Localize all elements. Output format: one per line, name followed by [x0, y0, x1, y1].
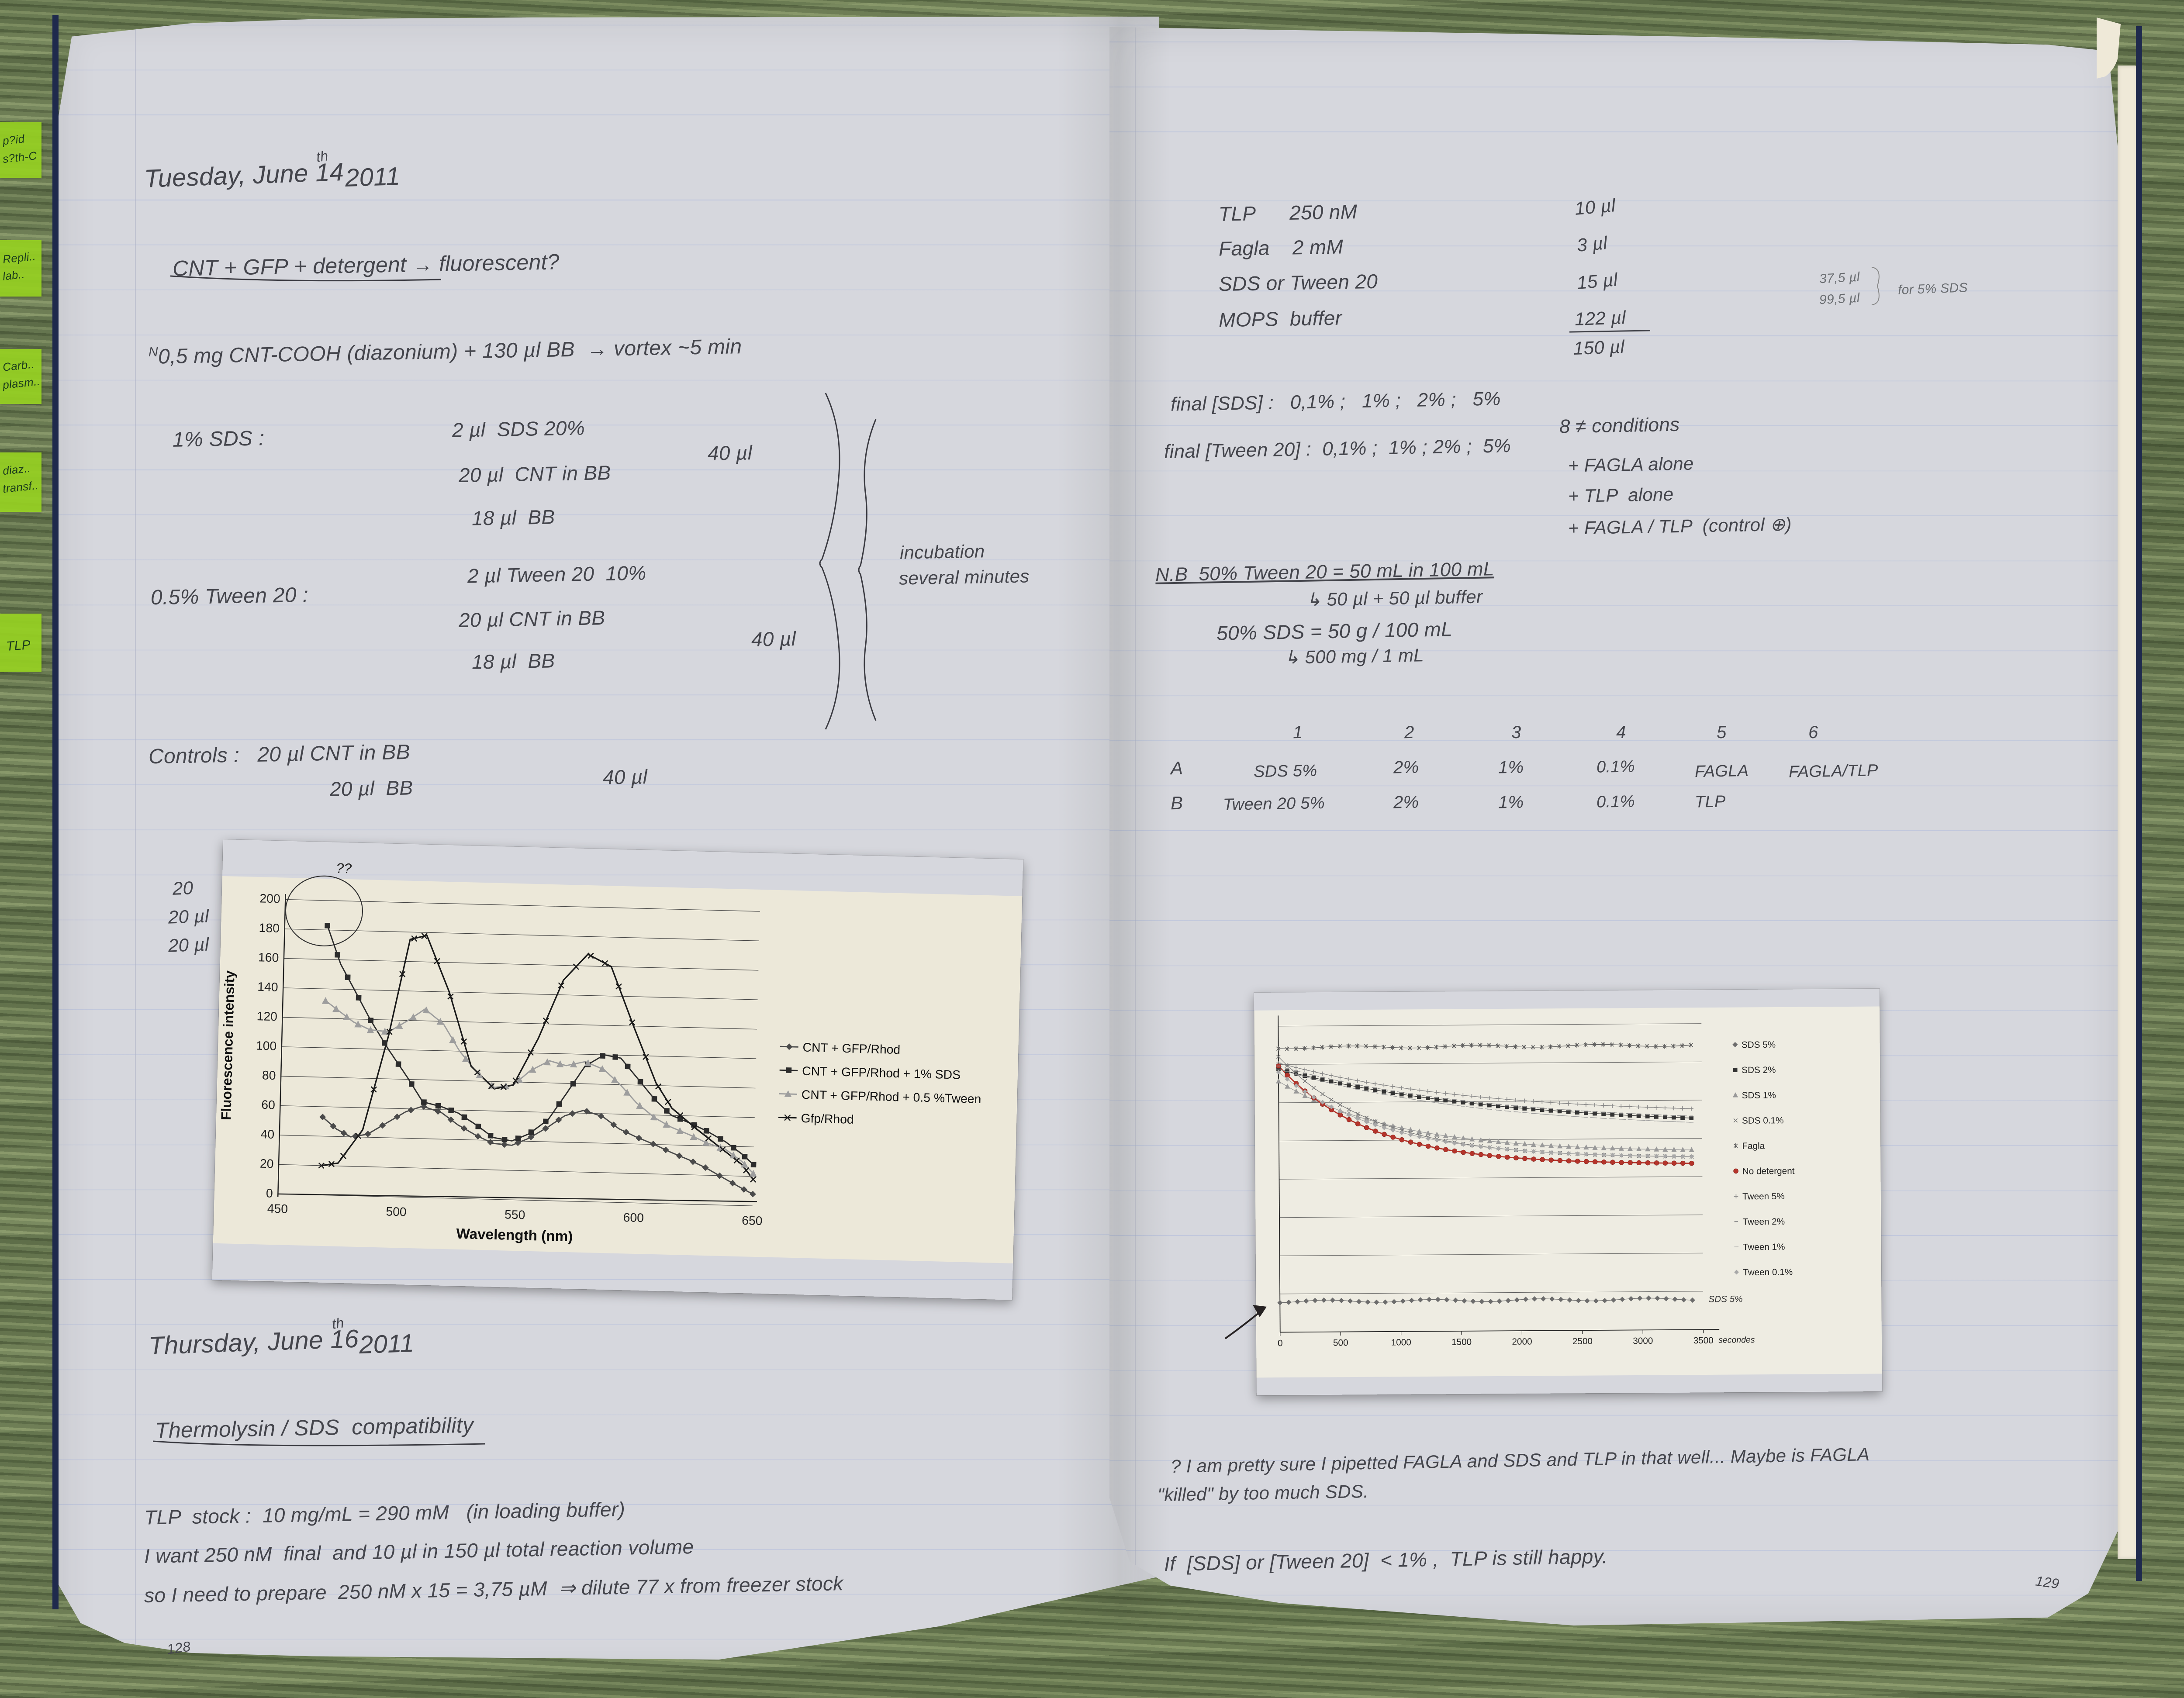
svg-text:200: 200 — [259, 891, 280, 905]
svg-text:3000: 3000 — [1633, 1336, 1653, 1346]
svg-text:140: 140 — [257, 980, 278, 994]
svg-text:160: 160 — [258, 950, 279, 964]
svg-text:600: 600 — [623, 1210, 644, 1225]
svg-text:Tween 1%: Tween 1% — [1743, 1242, 1785, 1253]
svg-text:1500: 1500 — [1451, 1337, 1472, 1347]
svg-text:500: 500 — [386, 1204, 407, 1218]
svg-text:40: 40 — [260, 1127, 274, 1141]
svg-text:Fagla: Fagla — [1742, 1141, 1765, 1151]
svg-text:450: 450 — [267, 1201, 288, 1216]
svg-text:2500: 2500 — [1572, 1336, 1593, 1346]
svg-text:20: 20 — [260, 1156, 274, 1171]
svg-text:0: 0 — [266, 1186, 273, 1200]
svg-text:650: 650 — [742, 1213, 763, 1228]
svg-text:Gfp/Rhod: Gfp/Rhod — [801, 1111, 854, 1126]
svg-text:80: 80 — [262, 1068, 276, 1082]
svg-text:180: 180 — [259, 921, 280, 935]
svg-text:500: 500 — [1333, 1338, 1348, 1348]
svg-text:1000: 1000 — [1391, 1337, 1411, 1347]
svg-text:3500: 3500 — [1693, 1336, 1714, 1346]
svg-text:CNT + GFP/Rhod: CNT + GFP/Rhod — [802, 1040, 900, 1057]
svg-text:No detergent: No detergent — [1742, 1166, 1795, 1177]
svg-text:120: 120 — [256, 1009, 277, 1023]
svg-text:SDS 2%: SDS 2% — [1742, 1065, 1776, 1075]
svg-text:Tween 0.1%: Tween 0.1% — [1743, 1267, 1793, 1277]
svg-text:100: 100 — [256, 1039, 277, 1053]
svg-text:secondes: secondes — [1718, 1335, 1755, 1345]
svg-text:SDS 5%: SDS 5% — [1742, 1040, 1776, 1050]
svg-text:2000: 2000 — [1512, 1337, 1532, 1347]
svg-text:Tween 2%: Tween 2% — [1742, 1217, 1785, 1227]
svg-text:550: 550 — [505, 1207, 525, 1222]
svg-text:60: 60 — [261, 1097, 275, 1112]
svg-text:SDS 1%: SDS 1% — [1742, 1090, 1776, 1100]
svg-text:??: ?? — [336, 860, 352, 877]
svg-text:0: 0 — [1278, 1338, 1283, 1348]
svg-text:SDS 5%: SDS 5% — [1708, 1294, 1742, 1304]
svg-text:SDS 0.1%: SDS 0.1% — [1742, 1115, 1784, 1126]
svg-text:Tween 5%: Tween 5% — [1742, 1191, 1785, 1202]
svg-text:Wavelength (nm): Wavelength (nm) — [456, 1226, 573, 1245]
